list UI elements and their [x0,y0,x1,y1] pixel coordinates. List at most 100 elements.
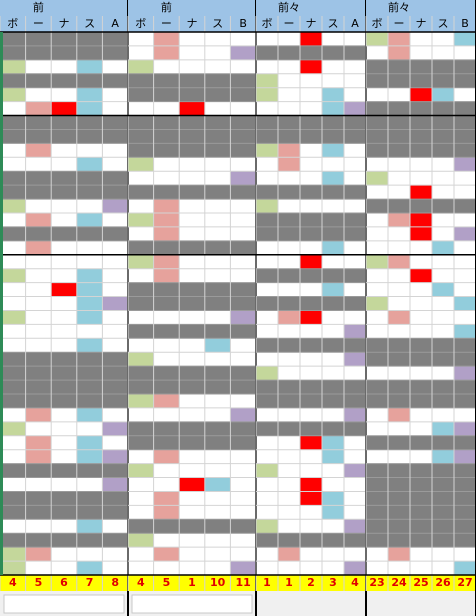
total-row [0,575,128,591]
cell [0,87,26,102]
cell [76,282,103,297]
cell [128,213,154,227]
column-label: ナ [59,17,70,30]
grey-row [0,491,128,506]
cell [410,213,432,227]
column-label: ス [212,17,223,30]
cell [128,254,154,269]
cell [322,449,344,464]
grey-row [366,394,476,408]
grey-row [128,240,256,255]
grey-row [366,435,476,450]
cell [454,421,476,436]
cell [432,421,454,436]
total-number: 3 [329,576,337,589]
cell [76,157,103,172]
cell [25,143,52,158]
column-label: ス [438,17,449,30]
cell [256,73,278,88]
cell [256,463,278,478]
grey-row [0,505,128,520]
grey-row [366,59,476,74]
grey-row [0,380,128,394]
cell [25,101,52,116]
cell [278,143,300,158]
left-marker [0,32,3,575]
cell [153,32,180,46]
total-number: 10 [210,576,226,589]
cell [76,59,103,74]
grey-row [366,199,476,213]
grey-row [366,533,476,548]
total-number: 7 [86,576,94,589]
cell [0,547,26,562]
cell [0,59,26,74]
cell [179,477,205,492]
grey-row [128,380,256,394]
cell [344,101,366,116]
cell [102,449,128,464]
cell [322,491,344,506]
grey-row [128,519,256,534]
grey-row [128,296,256,311]
cell [454,32,476,46]
grey-row [256,338,366,353]
block-title: 前々 [278,0,300,14]
total-number: 11 [236,576,251,589]
cell [153,449,180,464]
cell [230,45,256,60]
header [256,0,366,32]
cell [300,435,322,450]
grey-row [0,115,128,130]
cell [0,310,26,325]
cell [300,310,322,325]
cell [76,449,103,464]
grey-row [256,380,366,394]
cell [366,32,388,46]
block-title: 前 [33,0,44,14]
cell [454,561,476,575]
total-number: 2 [307,576,315,589]
column-label: ー [394,17,405,30]
column-label: ボ [7,17,18,30]
header [0,0,128,32]
cell [128,533,154,548]
cell [366,254,388,269]
total-number: 5 [35,576,43,589]
block-title: 前 [161,0,172,14]
cell [432,282,454,297]
cell [102,477,128,492]
total-row [128,575,256,591]
cell [128,59,154,74]
grey-row [0,394,128,408]
cell [388,254,410,269]
column-label: ー [161,17,172,30]
grey-row [0,366,128,381]
cell [0,561,26,575]
grey-row [0,129,128,144]
cell [76,87,103,102]
cell [25,449,52,464]
grey-row [366,73,476,88]
cell [366,171,388,186]
cell [76,268,103,283]
cell [256,366,278,381]
cell [153,213,180,227]
cell [388,310,410,325]
grey-row [0,533,128,548]
grey-row [256,268,366,283]
grey-row [256,213,366,227]
grey-row [128,185,256,200]
cell [388,45,410,60]
column-label: A [351,17,359,30]
grey-row [366,143,476,158]
cell [344,561,366,575]
cell [410,185,432,200]
grey-row [256,185,366,200]
grey-row [256,421,366,436]
grey-row [0,171,128,186]
grey-row [128,435,256,450]
grey-row [128,115,256,130]
cell [230,310,256,325]
grey-row [128,143,256,158]
